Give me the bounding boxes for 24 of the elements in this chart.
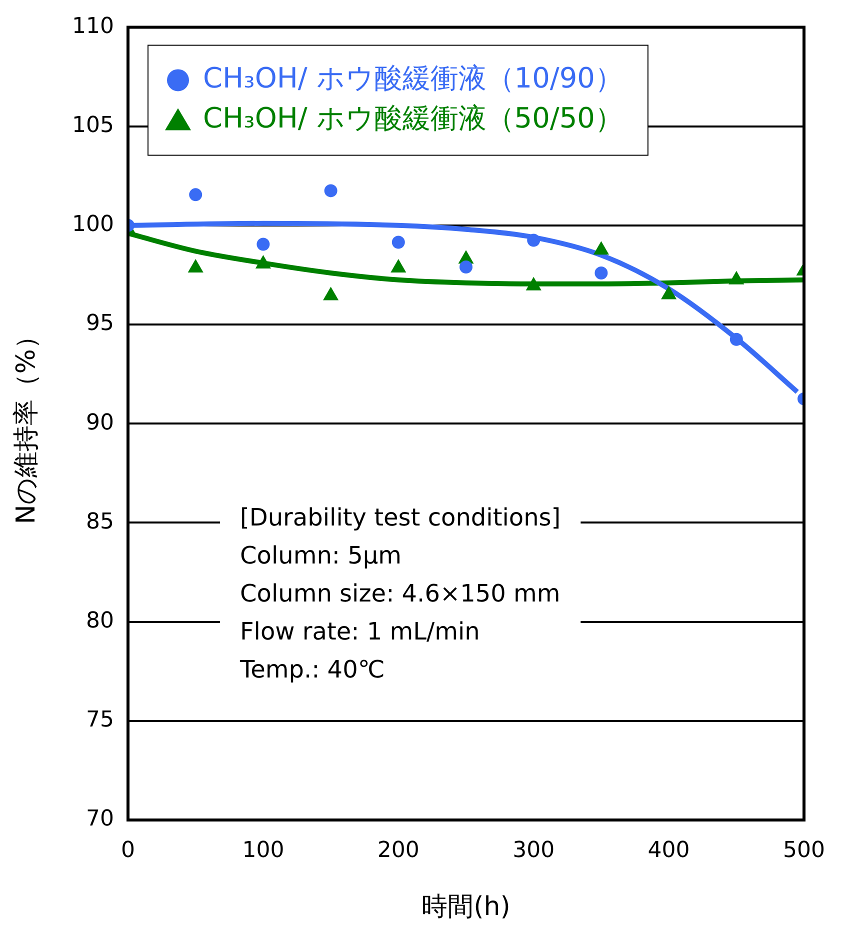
annotation: Column size: 4.6×150 mm xyxy=(240,579,560,608)
annotation: Flow rate: 1 mL/min xyxy=(240,617,480,646)
y-tick-label: 95 xyxy=(86,311,114,336)
x-tick-label: 100 xyxy=(242,838,284,863)
y-tick-label: 70 xyxy=(86,806,114,832)
x-tick-label: 200 xyxy=(377,838,420,863)
y-tick-label: 100 xyxy=(72,212,114,238)
x-tick-label: 400 xyxy=(648,838,690,863)
annotation: [Durability test conditions] xyxy=(240,503,561,532)
legend-label: CH₃OH/ ホウ酸緩衝液（10/90） xyxy=(203,61,623,94)
x-tick-label: 500 xyxy=(783,838,826,863)
y-tick-label: 110 xyxy=(72,14,114,39)
y-axis-title: Nの維持率（%） xyxy=(11,323,42,524)
y-tick-label: 80 xyxy=(86,608,114,634)
y-tick-label: 75 xyxy=(86,708,114,733)
y-tick-label: 85 xyxy=(86,509,114,534)
annotation: Temp.: 40℃ xyxy=(239,655,385,684)
y-tick-label: 105 xyxy=(72,113,114,138)
y-tick-label: 90 xyxy=(86,410,114,436)
x-axis-title: 時間(h) xyxy=(422,892,510,922)
x-tick-label: 0 xyxy=(121,838,135,863)
legend-label: CH₃OH/ ホウ酸緩衝液（50/50） xyxy=(203,101,623,134)
annotation: Column: 5μm xyxy=(240,541,402,570)
x-tick-label: 300 xyxy=(512,838,555,863)
